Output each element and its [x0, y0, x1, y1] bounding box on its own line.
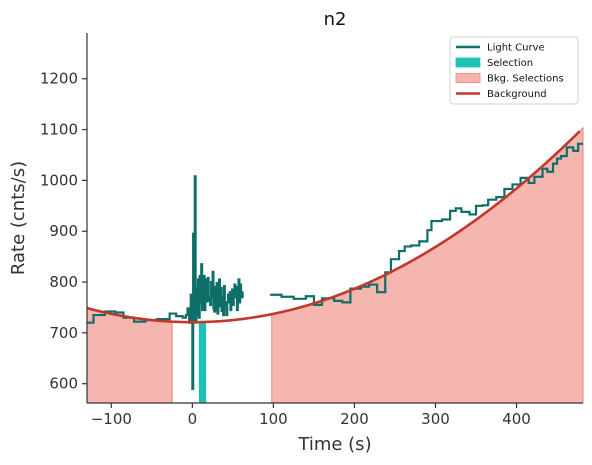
y-tick-label: 900 — [49, 222, 78, 240]
legend-swatch-patch — [455, 73, 481, 83]
x-axis-label: Time (s) — [297, 434, 371, 455]
y-axis-label: Rate (cnts/s) — [8, 161, 29, 275]
axes — [86, 33, 583, 404]
y-tick-label: 1000 — [40, 171, 78, 189]
legend-label: Background — [487, 89, 547, 100]
background-model-line — [86, 130, 581, 324]
bkg-selection-region — [271, 126, 584, 404]
selection-region — [198, 321, 207, 403]
legend-label: Selection — [487, 58, 533, 69]
y-tick-label: 800 — [49, 273, 78, 291]
x-tick-label: 100 — [259, 410, 288, 428]
legend: Light Curve Selection Bkg. Selections Backg… — [449, 36, 579, 105]
legend-box — [449, 36, 579, 105]
x-tick-label: 300 — [421, 410, 450, 428]
x-tick-label: 400 — [502, 410, 531, 428]
background-curve — [86, 130, 581, 324]
light-curve — [87, 142, 583, 390]
x-tick-label: 0 — [188, 410, 198, 428]
y-tick-label: 1100 — [40, 121, 78, 139]
legend-label: Light Curve — [487, 43, 545, 54]
ticks: −100 0 100 200 300 400 600 700 800 900 1000 1100 120… — [40, 70, 531, 428]
selection-band — [198, 321, 207, 403]
bkg-selections — [86, 126, 584, 404]
x-tick-label: 200 — [340, 410, 369, 428]
y-tick-label: 1200 — [40, 70, 78, 88]
legend-swatch-patch — [455, 57, 481, 68]
light-curve-segment — [270, 142, 583, 307]
y-tick-label: 600 — [49, 375, 78, 393]
chart-title: n2 — [324, 9, 347, 30]
light-curve-segment — [87, 175, 244, 390]
y-tick-label: 700 — [49, 324, 78, 342]
bkg-selection-region — [86, 307, 173, 404]
x-tick-label: −100 — [91, 410, 132, 428]
legend-label: Bkg. Selections — [487, 74, 564, 85]
